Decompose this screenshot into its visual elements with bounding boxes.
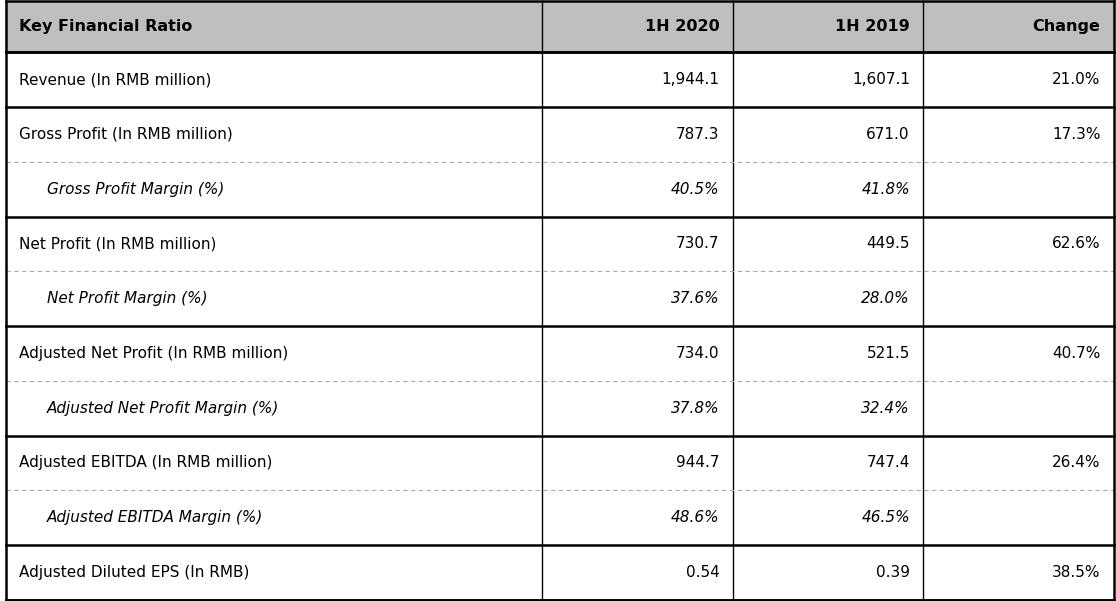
Text: Revenue (In RMB million): Revenue (In RMB million): [19, 72, 211, 87]
Text: 41.8%: 41.8%: [862, 182, 910, 197]
Text: Adjusted EBITDA (In RMB million): Adjusted EBITDA (In RMB million): [19, 456, 272, 471]
Text: 1H 2019: 1H 2019: [835, 19, 910, 34]
Text: 1H 2020: 1H 2020: [645, 19, 719, 34]
Text: 40.7%: 40.7%: [1052, 346, 1100, 361]
Text: 747.4: 747.4: [866, 456, 910, 471]
Text: 521.5: 521.5: [866, 346, 910, 361]
Text: Gross Profit Margin (%): Gross Profit Margin (%): [47, 182, 224, 197]
Text: 671.0: 671.0: [866, 127, 910, 142]
Text: Change: Change: [1032, 19, 1100, 34]
Text: 730.7: 730.7: [676, 236, 719, 251]
Text: 26.4%: 26.4%: [1052, 456, 1100, 471]
Text: 48.6%: 48.6%: [671, 510, 719, 525]
Text: 62.6%: 62.6%: [1052, 236, 1100, 251]
Text: Net Profit Margin (%): Net Profit Margin (%): [47, 291, 208, 306]
Text: Adjusted Net Profit (In RMB million): Adjusted Net Profit (In RMB million): [19, 346, 288, 361]
Text: 40.5%: 40.5%: [671, 182, 719, 197]
Text: 21.0%: 21.0%: [1052, 72, 1100, 87]
Text: 0.39: 0.39: [876, 565, 910, 580]
Text: 32.4%: 32.4%: [862, 401, 910, 416]
Text: Gross Profit (In RMB million): Gross Profit (In RMB million): [19, 127, 232, 142]
Text: 46.5%: 46.5%: [862, 510, 910, 525]
Text: Adjusted Net Profit Margin (%): Adjusted Net Profit Margin (%): [47, 401, 279, 416]
Text: 38.5%: 38.5%: [1052, 565, 1100, 580]
Text: 1,607.1: 1,607.1: [852, 72, 910, 87]
Text: 28.0%: 28.0%: [862, 291, 910, 306]
Text: 449.5: 449.5: [866, 236, 910, 251]
Text: Adjusted EBITDA Margin (%): Adjusted EBITDA Margin (%): [47, 510, 263, 525]
Bar: [6, 1, 1114, 52]
Text: Net Profit (In RMB million): Net Profit (In RMB million): [19, 236, 217, 251]
Text: 37.6%: 37.6%: [671, 291, 719, 306]
Text: 734.0: 734.0: [676, 346, 719, 361]
Text: 37.8%: 37.8%: [671, 401, 719, 416]
Text: Adjusted Diluted EPS (In RMB): Adjusted Diluted EPS (In RMB): [19, 565, 249, 580]
Text: Key Financial Ratio: Key Financial Ratio: [19, 19, 192, 34]
Text: 1,944.1: 1,944.1: [662, 72, 719, 87]
Text: 0.54: 0.54: [685, 565, 719, 580]
Text: 944.7: 944.7: [676, 456, 719, 471]
Text: 17.3%: 17.3%: [1052, 127, 1100, 142]
Text: 787.3: 787.3: [676, 127, 719, 142]
